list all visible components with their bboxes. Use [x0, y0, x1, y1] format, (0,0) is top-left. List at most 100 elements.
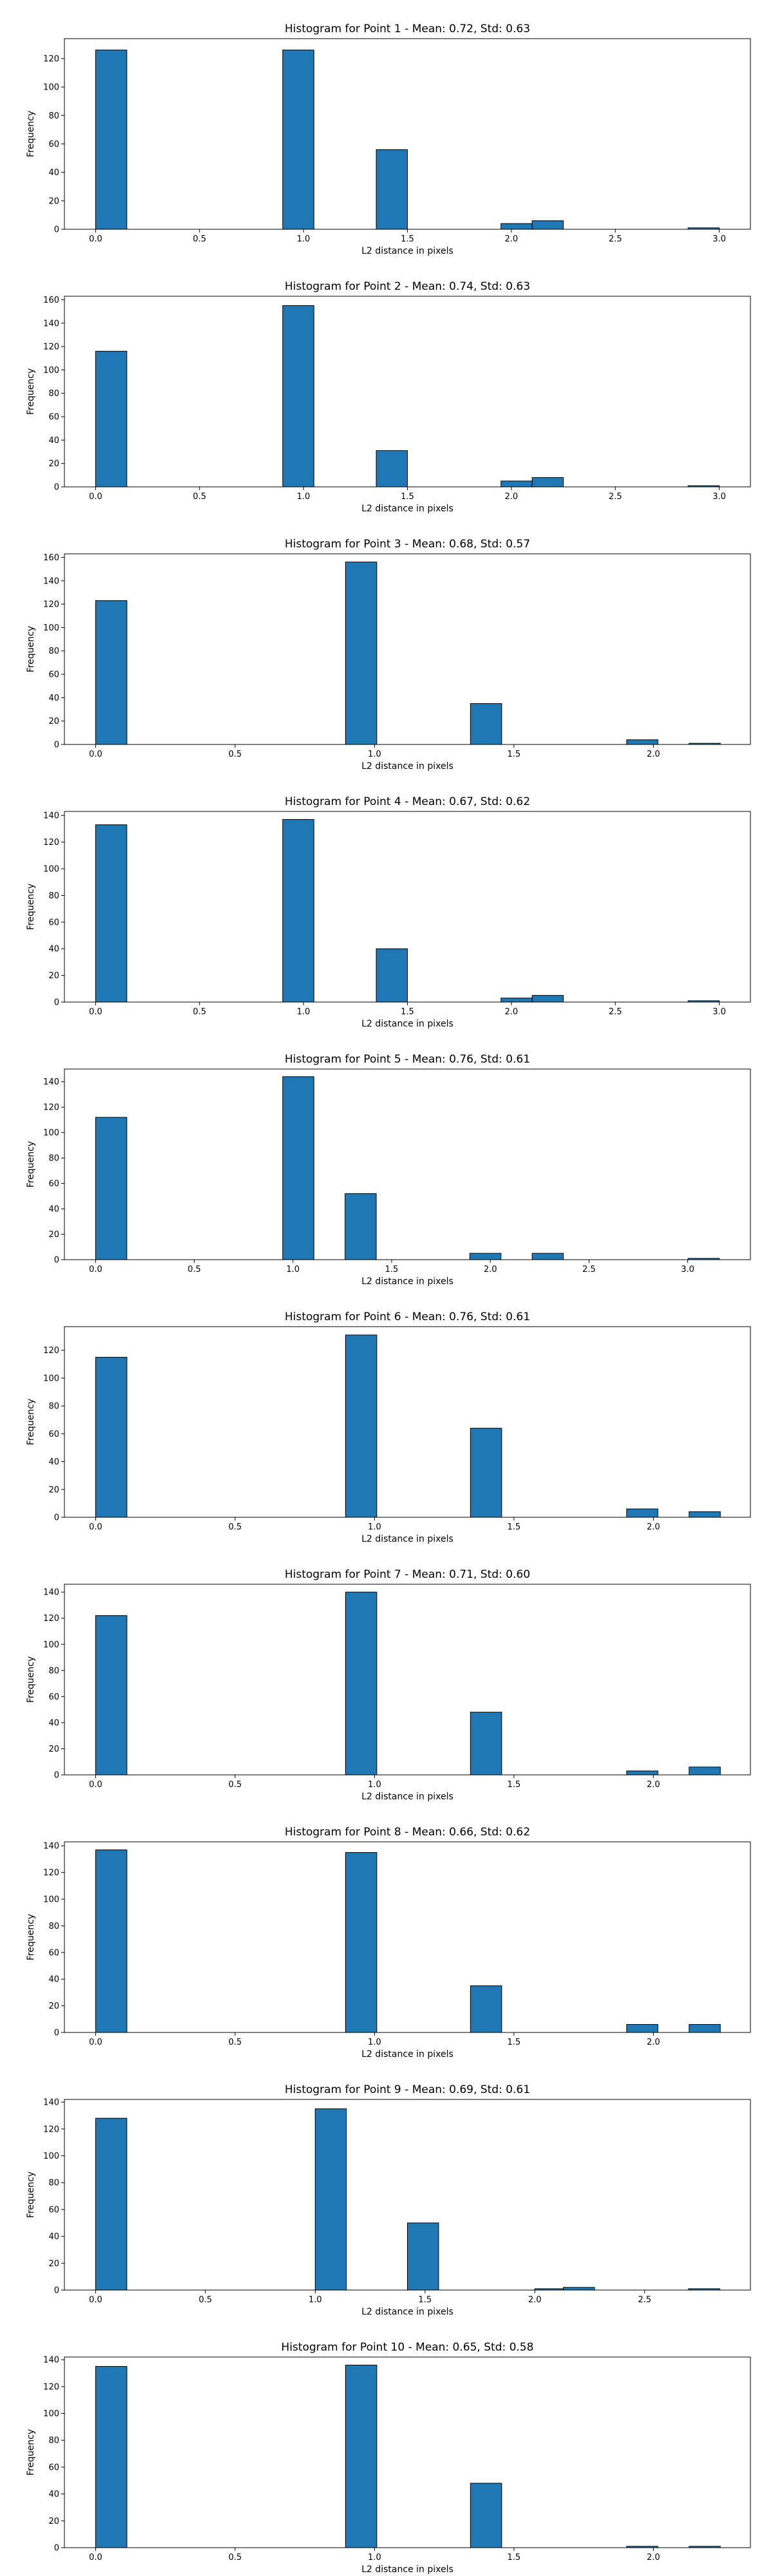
x-tick-label: 0.5: [229, 2038, 242, 2047]
y-tick-label: 100: [43, 1895, 59, 1905]
histogram-bar: [626, 1770, 658, 1776]
y-tick-label: 80: [48, 647, 59, 656]
y-tick-label: 40: [48, 1975, 59, 1985]
histogram-bar: [469, 1253, 502, 1260]
x-tick-label: 1.0: [368, 1522, 381, 1532]
histogram-bar: [95, 2117, 128, 2291]
y-tick-label: 160: [43, 296, 59, 305]
x-tick-label: 1.5: [401, 1007, 414, 1017]
y-axis-label: Frequency: [26, 1914, 36, 1960]
chart-title: Histogram for Point 5 - Mean: 0.76, Std:…: [285, 1053, 530, 1066]
x-tick-label: 0.5: [229, 1780, 242, 1790]
x-tick-label: 1.0: [286, 1265, 300, 1274]
histogram-chart-9: Histogram for Point 9 - Mean: 0.69, Std:…: [26, 2083, 751, 2317]
histogram-chart-4: Histogram for Point 4 - Mean: 0.67, Std:…: [26, 795, 751, 1029]
histogram-bar: [95, 50, 128, 230]
histogram-bar: [345, 562, 377, 745]
y-tick-label: 60: [48, 1692, 59, 1702]
chart-title: Histogram for Point 1 - Mean: 0.72, Std:…: [285, 23, 530, 35]
x-tick-label: 1.0: [297, 1007, 310, 1017]
y-tick-label: 0: [54, 1513, 59, 1523]
plot-frame: [64, 2356, 751, 2548]
y-tick-label: 40: [48, 2232, 59, 2242]
y-tick-label: 0: [54, 2029, 59, 2038]
plot-frame: [64, 1841, 751, 2033]
x-axis-label: L2 distance in pixels: [361, 1019, 453, 1029]
histogram-bar: [95, 1117, 128, 1260]
x-tick-label: 0.0: [89, 1007, 102, 1017]
y-tick-label: 0: [54, 2286, 59, 2296]
y-tick-label: 120: [43, 2382, 59, 2392]
x-tick-label: 0.5: [229, 2553, 242, 2562]
y-tick-label: 140: [43, 1588, 59, 1598]
histogram-bar: [531, 995, 564, 1003]
x-tick-label: 1.0: [297, 492, 310, 502]
x-tick-label: 0.5: [193, 234, 206, 244]
y-tick-label: 140: [43, 319, 59, 328]
x-tick-label: 2.0: [528, 2295, 542, 2305]
histogram-bar: [282, 305, 314, 488]
y-tick-label: 20: [48, 2517, 59, 2526]
histogram-bar: [531, 477, 564, 488]
x-tick-label: 0.0: [89, 2038, 102, 2047]
y-tick-label: 140: [43, 2098, 59, 2108]
x-tick-label: 2.0: [647, 2553, 660, 2562]
y-tick-label: 80: [48, 2436, 59, 2446]
histogram-chart-5: Histogram for Point 5 - Mean: 0.76, Std:…: [26, 1053, 751, 1287]
y-tick-label: 20: [48, 717, 59, 726]
y-tick-label: 40: [48, 1205, 59, 1215]
x-tick-label: 1.0: [368, 2553, 381, 2562]
x-tick-label: 1.0: [368, 2038, 381, 2047]
y-tick-label: 100: [43, 366, 59, 375]
x-tick-label: 2.0: [505, 492, 519, 502]
x-tick-label: 2.0: [647, 1780, 660, 1790]
x-tick-label: 1.0: [297, 234, 310, 244]
y-tick-label: 60: [48, 1948, 59, 1958]
chart-title: Histogram for Point 6 - Mean: 0.76, Std:…: [285, 1311, 530, 1323]
x-tick-label: 1.5: [508, 2038, 521, 2047]
y-tick-label: 20: [48, 1485, 59, 1495]
histogram-bar: [626, 2024, 658, 2033]
y-tick-label: 60: [48, 670, 59, 680]
y-tick-label: 140: [43, 811, 59, 821]
histogram-bar: [470, 703, 502, 745]
y-tick-label: 140: [43, 1842, 59, 1852]
x-tick-label: 2.5: [609, 234, 622, 244]
x-tick-label: 1.5: [418, 2295, 432, 2305]
x-tick-label: 2.0: [647, 2038, 660, 2047]
x-tick-label: 0.0: [89, 492, 102, 502]
x-axis-label: L2 distance in pixels: [361, 2307, 453, 2317]
y-tick-label: 100: [43, 83, 59, 93]
x-tick-label: 3.0: [712, 492, 726, 502]
histogram-bar: [626, 1508, 658, 1518]
histogram-chart-7: Histogram for Point 7 - Mean: 0.71, Std:…: [26, 1568, 751, 1802]
histogram-bar: [95, 2366, 128, 2548]
histogram-bar: [563, 2287, 595, 2291]
x-tick-label: 0.5: [229, 1522, 242, 1532]
y-tick-label: 160: [43, 553, 59, 563]
histogram-bar: [689, 1511, 721, 1518]
x-tick-label: 2.5: [638, 2295, 651, 2305]
histogram-bar: [376, 149, 408, 230]
x-tick-label: 0.0: [89, 2553, 102, 2562]
y-tick-label: 80: [48, 111, 59, 121]
x-axis-label: L2 distance in pixels: [361, 2564, 453, 2575]
y-tick-label: 80: [48, 1922, 59, 1931]
y-axis-label: Frequency: [26, 1399, 36, 1445]
histogram-bar: [95, 1849, 128, 2033]
histogram-bar: [470, 2483, 502, 2548]
x-tick-label: 1.0: [368, 1780, 381, 1790]
x-tick-label: 2.5: [609, 492, 622, 502]
x-axis-label: L2 distance in pixels: [361, 246, 453, 256]
y-tick-label: 120: [43, 600, 59, 610]
y-tick-label: 80: [48, 891, 59, 901]
histogram-bar: [501, 223, 533, 230]
y-axis-label: Frequency: [26, 626, 36, 672]
y-tick-label: 20: [48, 196, 59, 206]
histogram-bar: [689, 2024, 721, 2033]
y-tick-label: 120: [43, 2125, 59, 2134]
histogram-bar: [407, 2222, 439, 2291]
plot-frame: [64, 1584, 751, 1776]
y-tick-label: 20: [48, 971, 59, 981]
x-tick-label: 0.0: [89, 750, 102, 759]
